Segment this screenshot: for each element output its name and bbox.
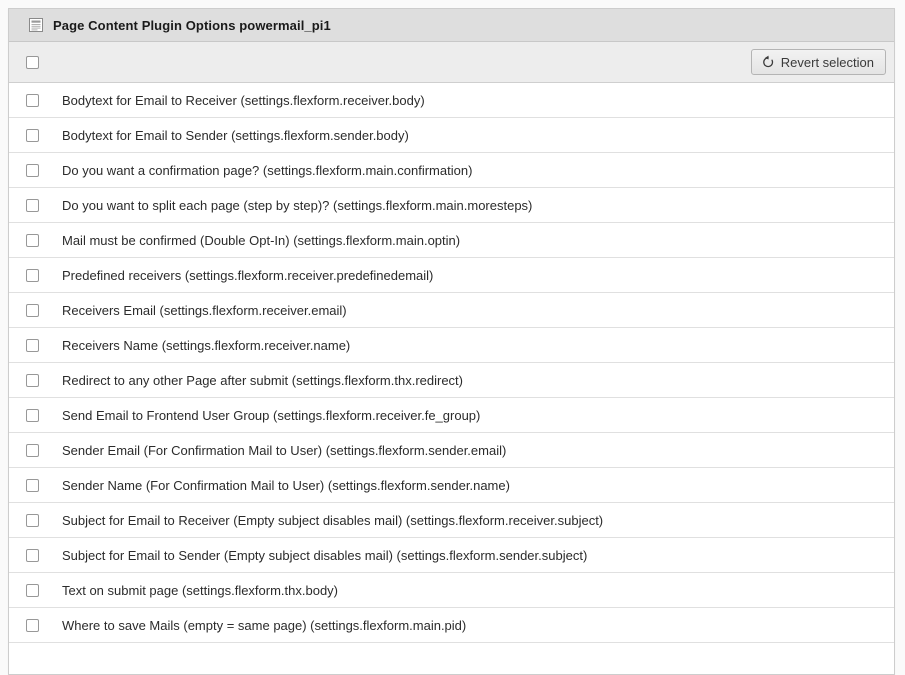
row-label: Mail must be confirmed (Double Opt-In) (…: [62, 232, 461, 248]
row-label: Do you want a confirmation page? (settin…: [62, 162, 473, 178]
select-all-checkbox[interactable]: [26, 55, 39, 69]
row-checkbox-cell: [9, 268, 54, 282]
table-row[interactable]: Sender Name (For Confirmation Mail to Us…: [9, 468, 894, 503]
revert-selection-button[interactable]: Revert selection: [750, 49, 886, 75]
row-checkbox[interactable]: [26, 93, 39, 107]
row-checkbox-cell: [9, 198, 54, 212]
list-footer-row: [9, 643, 894, 674]
row-checkbox[interactable]: [26, 373, 39, 387]
row-checkbox[interactable]: [26, 408, 39, 422]
row-label: Send Email to Frontend User Group (setti…: [62, 407, 481, 423]
plugin-options-panel: Page Content Plugin Options powermail_pi…: [8, 8, 895, 675]
table-row[interactable]: Subject for Email to Sender (Empty subje…: [9, 538, 894, 573]
table-row[interactable]: Text on submit page (settings.flexform.t…: [9, 573, 894, 608]
row-checkbox-cell: [9, 373, 54, 387]
panel-header: Page Content Plugin Options powermail_pi…: [9, 9, 894, 42]
row-label: Sender Name (For Confirmation Mail to Us…: [62, 477, 510, 493]
row-label: Subject for Email to Receiver (Empty sub…: [62, 512, 604, 528]
table-row[interactable]: Bodytext for Email to Sender (settings.f…: [9, 118, 894, 153]
table-row[interactable]: Receivers Email (settings.flexform.recei…: [9, 293, 894, 328]
row-label: Subject for Email to Sender (Empty subje…: [62, 547, 588, 563]
options-list: Bodytext for Email to Receiver (settings…: [9, 83, 894, 643]
row-checkbox[interactable]: [26, 338, 39, 352]
row-checkbox-cell: [9, 128, 54, 142]
revert-arrow-icon: [762, 55, 773, 68]
row-checkbox[interactable]: [26, 268, 39, 282]
row-label: Where to save Mails (empty = same page) …: [62, 617, 467, 633]
row-checkbox-cell: [9, 618, 54, 632]
row-checkbox[interactable]: [26, 478, 39, 492]
row-label: Receivers Name (settings.flexform.receiv…: [62, 337, 351, 353]
table-row[interactable]: Mail must be confirmed (Double Opt-In) (…: [9, 223, 894, 258]
page-title: Page Content Plugin Options powermail_pi…: [53, 17, 331, 33]
row-checkbox[interactable]: [26, 618, 39, 632]
table-row[interactable]: Send Email to Frontend User Group (setti…: [9, 398, 894, 433]
table-row[interactable]: Redirect to any other Page after submit …: [9, 363, 894, 398]
row-checkbox-cell: [9, 478, 54, 492]
row-checkbox-cell: [9, 163, 54, 177]
row-label: Bodytext for Email to Sender (settings.f…: [62, 127, 409, 143]
row-checkbox-cell: [9, 583, 54, 597]
row-checkbox[interactable]: [26, 513, 39, 527]
row-label: Do you want to split each page (step by …: [62, 197, 533, 213]
row-checkbox[interactable]: [26, 303, 39, 317]
select-all-cell: [9, 55, 54, 69]
table-row[interactable]: Do you want to split each page (step by …: [9, 188, 894, 223]
row-checkbox[interactable]: [26, 583, 39, 597]
table-row[interactable]: Bodytext for Email to Receiver (settings…: [9, 83, 894, 118]
list-toolbar: Revert selection: [9, 42, 894, 83]
table-row[interactable]: Predefined receivers (settings.flexform.…: [9, 258, 894, 293]
row-label: Text on submit page (settings.flexform.t…: [62, 582, 339, 598]
revert-selection-label: Revert selection: [780, 54, 874, 70]
row-label: Predefined receivers (settings.flexform.…: [62, 267, 434, 283]
row-checkbox-cell: [9, 513, 54, 527]
row-checkbox[interactable]: [26, 548, 39, 562]
row-checkbox[interactable]: [26, 198, 39, 212]
row-checkbox-cell: [9, 408, 54, 422]
row-checkbox-cell: [9, 338, 54, 352]
row-checkbox-cell: [9, 233, 54, 247]
table-row[interactable]: Receivers Name (settings.flexform.receiv…: [9, 328, 894, 363]
table-row[interactable]: Sender Email (For Confirmation Mail to U…: [9, 433, 894, 468]
table-row[interactable]: Subject for Email to Receiver (Empty sub…: [9, 503, 894, 538]
page-content-icon: [29, 18, 43, 32]
row-checkbox[interactable]: [26, 233, 39, 247]
table-row[interactable]: Do you want a confirmation page? (settin…: [9, 153, 894, 188]
row-checkbox[interactable]: [26, 128, 39, 142]
row-checkbox[interactable]: [26, 163, 39, 177]
row-checkbox-cell: [9, 303, 54, 317]
row-label: Redirect to any other Page after submit …: [62, 372, 464, 388]
row-checkbox[interactable]: [26, 443, 39, 457]
row-label: Bodytext for Email to Receiver (settings…: [62, 92, 425, 108]
row-label: Sender Email (For Confirmation Mail to U…: [62, 442, 507, 458]
row-checkbox-cell: [9, 93, 54, 107]
row-checkbox-cell: [9, 443, 54, 457]
table-row[interactable]: Where to save Mails (empty = same page) …: [9, 608, 894, 643]
row-label: Receivers Email (settings.flexform.recei…: [62, 302, 347, 318]
row-checkbox-cell: [9, 548, 54, 562]
